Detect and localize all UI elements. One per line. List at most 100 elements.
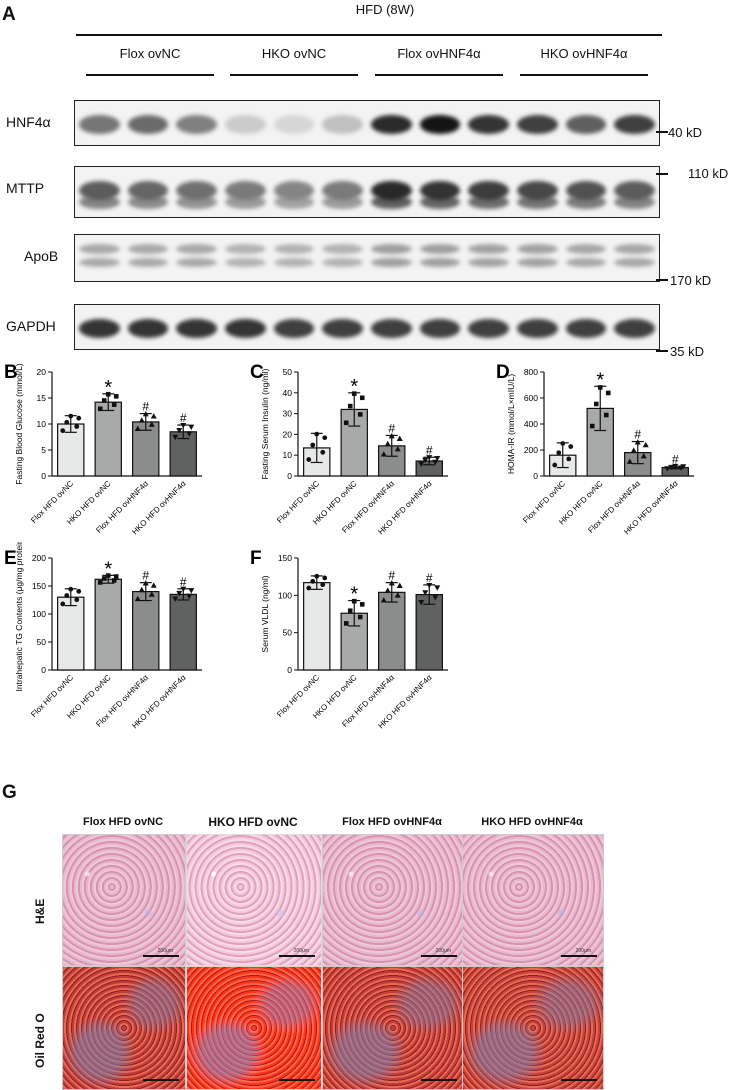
panel-letter: C [250,362,264,383]
data-point [176,590,183,597]
kd-tick-170 [656,279,668,281]
blot-band [225,319,266,338]
blot-band [419,258,461,268]
data-point [172,434,179,441]
data-point [359,602,365,607]
blot-band [614,319,655,338]
blot-band [176,244,217,255]
y-tick-label: 15 [37,393,47,403]
blot-band [419,244,461,255]
blot-mttp [74,166,660,218]
data-point [74,424,80,429]
blot-band [371,115,412,134]
data-point [426,582,433,589]
histo-col-label-4: HKO HFD ovHNF4α [481,816,583,828]
data-point [568,444,574,449]
data-point [394,445,401,452]
data-point [113,394,119,399]
data-point [597,385,603,390]
significance-mark: * [350,376,358,398]
blot-band [127,244,169,255]
blot-band [322,319,363,338]
bar [169,431,197,477]
data-point [314,431,320,437]
y-tick-label: 0 [287,665,292,675]
significance-mark: # [388,569,395,583]
data-point [626,458,633,464]
blot-band [371,258,412,268]
panel-a-letter: A [2,4,16,25]
blot-band [273,319,315,338]
bar [169,593,197,671]
y-tick-label: 150 [278,553,292,563]
y-tick-label: 0 [41,665,46,675]
data-point [642,441,649,448]
scale-bar [279,1079,315,1081]
data-point [343,420,349,426]
blot-band [468,319,509,338]
data-point [589,423,595,429]
data-point [432,459,439,466]
data-point [434,585,441,591]
y-axis-label: Serum VLDL (ng/ml) [260,575,270,652]
y-tick-label: 100 [32,609,46,619]
blot-group-label-4: HKO ovHNF4α [540,46,628,61]
chart-f: F 0 50 100 150 Serum VLDL (ng/ml) Flox HFD ovN… [246,542,492,742]
scale-bar [421,1079,457,1081]
blot-band [225,194,266,209]
kd-tick-110 [656,173,668,175]
data-point [357,614,363,620]
data-point [74,597,80,603]
data-point [101,398,107,403]
y-axis-label: HOMA-IR (mmol/L×mIU/L) [506,374,516,475]
blot-band [371,194,412,209]
histo-col-label-2: HKO HFD ovNC [208,815,298,829]
blot-band [468,115,509,134]
blot-band [176,319,217,338]
significance-mark: # [388,421,395,435]
blot-band [517,319,558,338]
data-point [148,591,155,597]
y-tick-label: 0 [533,471,538,481]
data-point [552,462,558,468]
blot-band [176,258,217,268]
data-point [603,412,609,418]
data-point [668,464,675,471]
blot-band [273,244,315,255]
blot-band [79,244,120,255]
y-tick-label: 0 [41,471,46,481]
chart-b: B 0 5 10 15 20 Fasting Blood Glucose (mmol/L) F… [0,356,246,536]
blot-band [322,115,363,134]
y-tick-label: 10 [283,450,293,460]
histo-row-label-he: H&E [33,898,47,924]
data-point [556,450,562,456]
y-tick-label: 5 [41,445,46,455]
blot-band [79,258,120,268]
blot-band [127,194,169,209]
data-point [76,415,82,421]
blot-band [614,258,655,268]
data-point [186,431,193,437]
y-tick-label: 40 [283,388,293,398]
blot-band [517,194,558,209]
significance-mark: # [180,575,187,589]
data-point [111,578,117,583]
kd-label-40: 40 kD [668,125,702,140]
data-point [188,424,195,431]
histo-col-label-3: Flox HFD ovHNF4α [342,816,442,828]
data-point [422,457,429,464]
data-point [314,573,320,579]
chart-e: E 0 50 100 150 200 Intrahepatic TG Contents (μ… [0,536,246,742]
blot-band [225,258,266,268]
data-point [396,582,403,588]
blot-band [614,244,655,255]
scale-bar [421,955,457,957]
blot-band [517,115,558,134]
blot-top-header: HFD (8W) [355,2,415,17]
kd-tick-40 [656,131,668,133]
panel-g-letter: G [2,782,17,803]
data-point [180,422,187,429]
significance-mark: # [426,443,433,457]
data-point [306,585,312,591]
